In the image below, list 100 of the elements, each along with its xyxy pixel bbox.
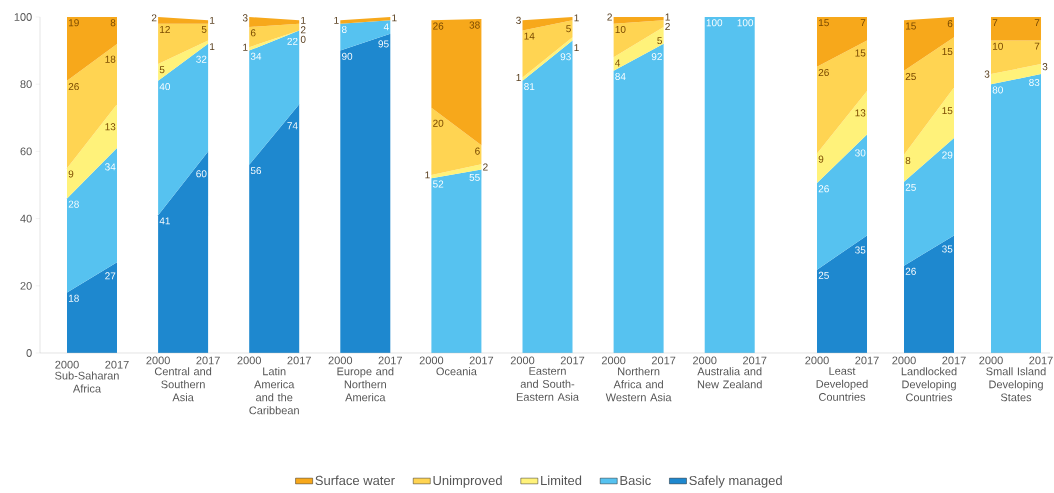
legend-label: Limited (541, 475, 582, 486)
data-label: 81 (524, 83, 535, 91)
x-tick-label: 2017 (196, 356, 220, 365)
data-label: 40 (159, 83, 171, 91)
data-label: 5 (201, 25, 207, 33)
data-label: 90 (341, 52, 353, 60)
data-label: 100 (737, 19, 754, 27)
data-label: 32 (196, 55, 207, 63)
x-axis-title: Least Developed Countries (816, 367, 868, 401)
data-label: 80 (992, 86, 1003, 94)
data-label: 2 (607, 13, 612, 21)
data-label: 100 (706, 19, 723, 27)
x-axis-title: Oceania (436, 367, 477, 376)
data-label: 35 (942, 245, 953, 253)
x-tick-label: 2000 (328, 356, 353, 365)
data-label: 3 (516, 16, 521, 24)
data-label: 2 (665, 23, 670, 30)
data-label: 15 (942, 107, 953, 115)
x-axis-title: Sub-Saharan Africa (55, 371, 119, 393)
data-label: 35 (855, 246, 866, 254)
data-label: 34 (250, 52, 262, 60)
data-label: 2 (151, 14, 157, 22)
data-label: 20 (433, 119, 444, 127)
x-tick-label: 2000 (601, 356, 626, 365)
legend-label: Safely managed (689, 475, 782, 488)
x-axis-title: Latin America and the Caribbean (249, 367, 299, 415)
x-axis-title: Australia and New Zealand (697, 367, 762, 389)
data-label: 74 (287, 122, 298, 130)
x-axis-title: Central and Southern Asia (154, 367, 212, 402)
data-label: 7 (860, 19, 866, 27)
data-label: 26 (433, 22, 444, 30)
x-tick-label: 2000 (510, 356, 535, 365)
data-label: 22 (287, 37, 298, 45)
data-label: 1 (210, 16, 215, 24)
y-tick-label: 0 (26, 349, 32, 357)
data-label: 1 (392, 14, 397, 22)
x-tick-label: 2000 (805, 356, 829, 365)
data-label: 84 (615, 72, 626, 81)
data-label: 1 (574, 44, 579, 52)
data-label: 19 (68, 19, 79, 27)
data-label: 9 (818, 155, 824, 163)
data-label: 8 (341, 25, 347, 33)
data-label: 10 (992, 42, 1003, 50)
data-label: 1 (243, 43, 248, 51)
data-label: 25 (905, 183, 916, 191)
x-tick-label: 2017 (942, 356, 966, 365)
data-label: 60 (196, 170, 207, 178)
x-tick-label: 2017 (1029, 356, 1053, 365)
x-tick-label: 2017 (287, 356, 311, 365)
data-label: 56 (250, 167, 262, 175)
data-label: 14 (524, 32, 535, 40)
data-label: 4 (383, 23, 389, 31)
x-tick-label: 2017 (743, 356, 767, 365)
data-label: 8 (110, 19, 116, 27)
legend-label: Unimproved (433, 475, 502, 488)
data-label: 1 (574, 14, 579, 22)
y-tick-label: 100 (14, 13, 32, 21)
data-label: 27 (105, 272, 116, 280)
data-label: 1 (665, 13, 670, 21)
data-label: 9 (68, 170, 74, 178)
data-label: 7 (992, 19, 998, 27)
data-label: 4 (615, 59, 621, 67)
data-label: 6 (947, 20, 953, 28)
x-tick-label: 2000 (55, 360, 79, 369)
data-label: 1 (301, 16, 306, 24)
y-tick-label: 80 (20, 80, 32, 89)
data-label: 1 (210, 43, 215, 51)
data-label: 1 (334, 16, 339, 24)
data-label: 26 (818, 185, 829, 193)
data-label: 12 (160, 25, 170, 33)
data-label: 92 (651, 53, 662, 61)
data-label: 38 (469, 21, 480, 29)
data-label: 52 (433, 180, 444, 188)
x-tick-label: 2000 (419, 356, 444, 365)
data-label: 26 (905, 267, 916, 275)
x-tick-label: 2000 (237, 356, 261, 365)
data-label: 1 (425, 171, 430, 179)
data-label: 26 (818, 68, 829, 76)
x-tick-label: 2017 (855, 356, 879, 365)
data-label: 83 (1029, 78, 1040, 87)
data-label: 15 (942, 48, 953, 56)
x-tick-label: 2000 (146, 356, 170, 365)
data-label: 26 (68, 83, 79, 91)
x-axis-title: Europe and Northern America (337, 367, 394, 402)
data-label: 29 (942, 151, 953, 159)
data-label: 2 (300, 26, 306, 34)
data-label: 13 (105, 123, 116, 131)
x-axis-title: Landlocked Developing Countries (901, 367, 957, 402)
data-label: 18 (68, 294, 79, 302)
data-label: 5 (657, 37, 662, 45)
data-label: 3 (242, 14, 248, 22)
data-label: 3 (984, 70, 990, 78)
data-label: 95 (378, 40, 389, 48)
data-label: 10 (615, 25, 626, 33)
x-tick-label: 2000 (979, 356, 1003, 365)
data-label: 13 (855, 109, 866, 117)
x-tick-label: 2017 (651, 356, 676, 365)
data-label: 15 (855, 49, 866, 57)
x-axis-title: Northern Africa and Western Asia (605, 367, 672, 402)
x-tick-label: 2017 (105, 360, 129, 369)
